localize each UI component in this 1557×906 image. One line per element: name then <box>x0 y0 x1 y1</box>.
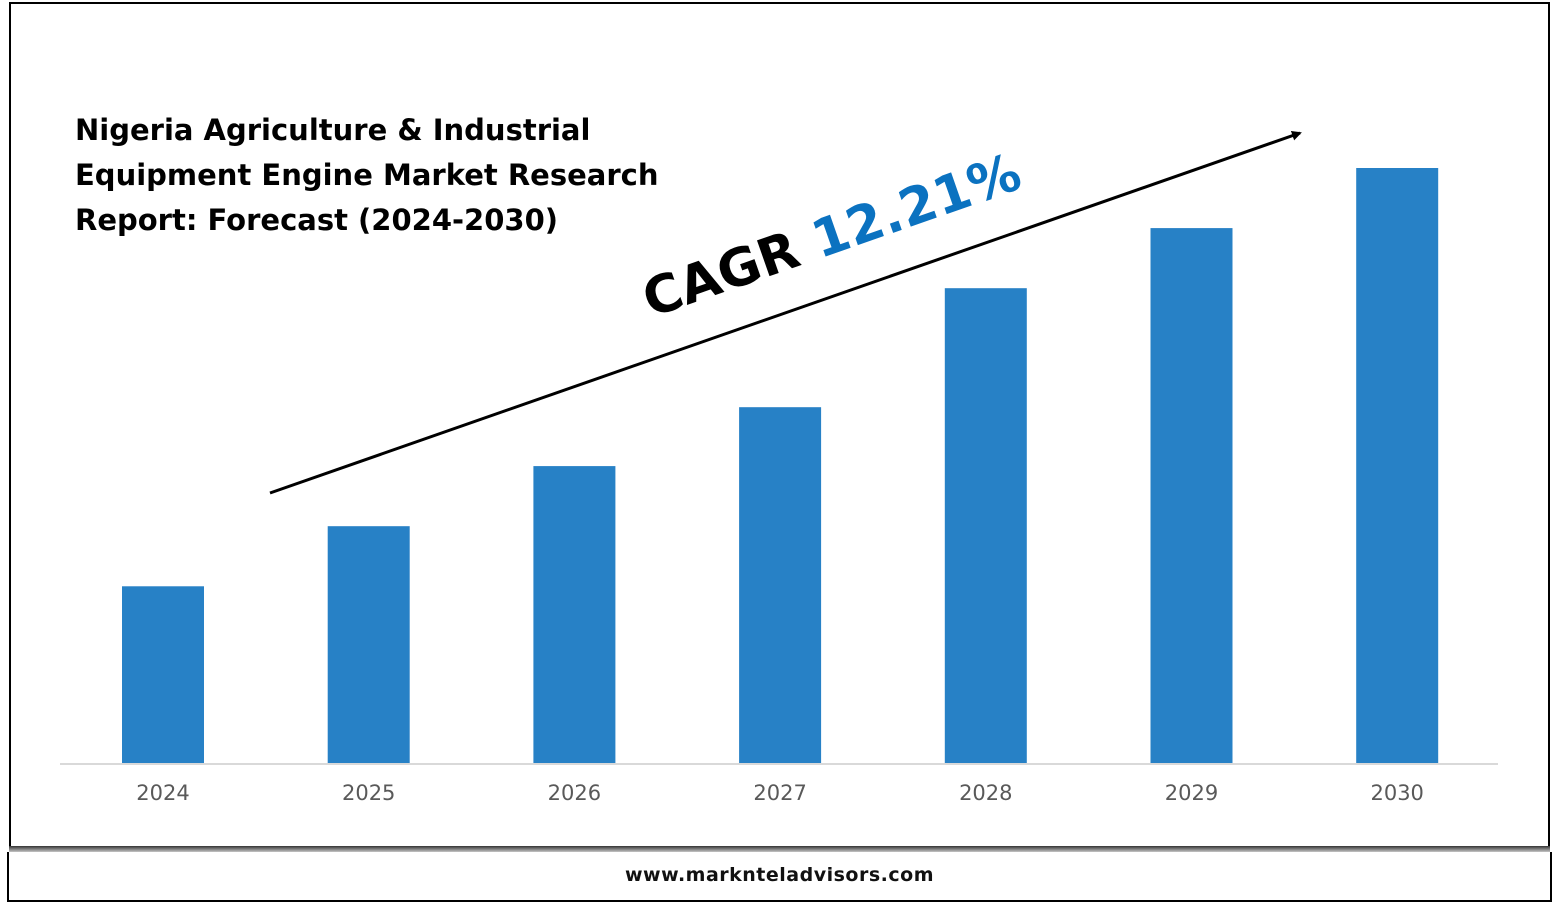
chart-title: Nigeria Agriculture & Industrial Equipme… <box>75 108 658 243</box>
x-tick-label-2026: 2026 <box>548 781 601 805</box>
bar-2025 <box>327 526 410 763</box>
bar-2026 <box>533 466 616 763</box>
footer: www.marknteladvisors.com <box>7 852 1552 902</box>
footer-url: www.marknteladvisors.com <box>625 864 934 886</box>
bar-2027 <box>739 407 822 763</box>
x-tick-label-2025: 2025 <box>342 781 395 805</box>
x-tick-label-2028: 2028 <box>959 781 1012 805</box>
bar-2024 <box>122 586 204 763</box>
title-line-2: Equipment Engine Market Research <box>75 158 659 192</box>
x-tick-label-2029: 2029 <box>1165 781 1218 805</box>
growth-trend-arrow <box>269 130 1302 495</box>
title-line-3: Report: Forecast (2024-2030) <box>75 203 559 237</box>
bar-2028 <box>944 288 1027 763</box>
x-tick-label-2027: 2027 <box>753 781 806 805</box>
x-tick-label-2024: 2024 <box>136 781 189 805</box>
bar-2029 <box>1150 228 1233 764</box>
bar-2030 <box>1356 168 1439 763</box>
frame-shadow-divider <box>9 846 1550 853</box>
title-line-1: Nigeria Agriculture & Industrial <box>75 113 591 147</box>
x-tick-label-2030: 2030 <box>1370 781 1423 805</box>
